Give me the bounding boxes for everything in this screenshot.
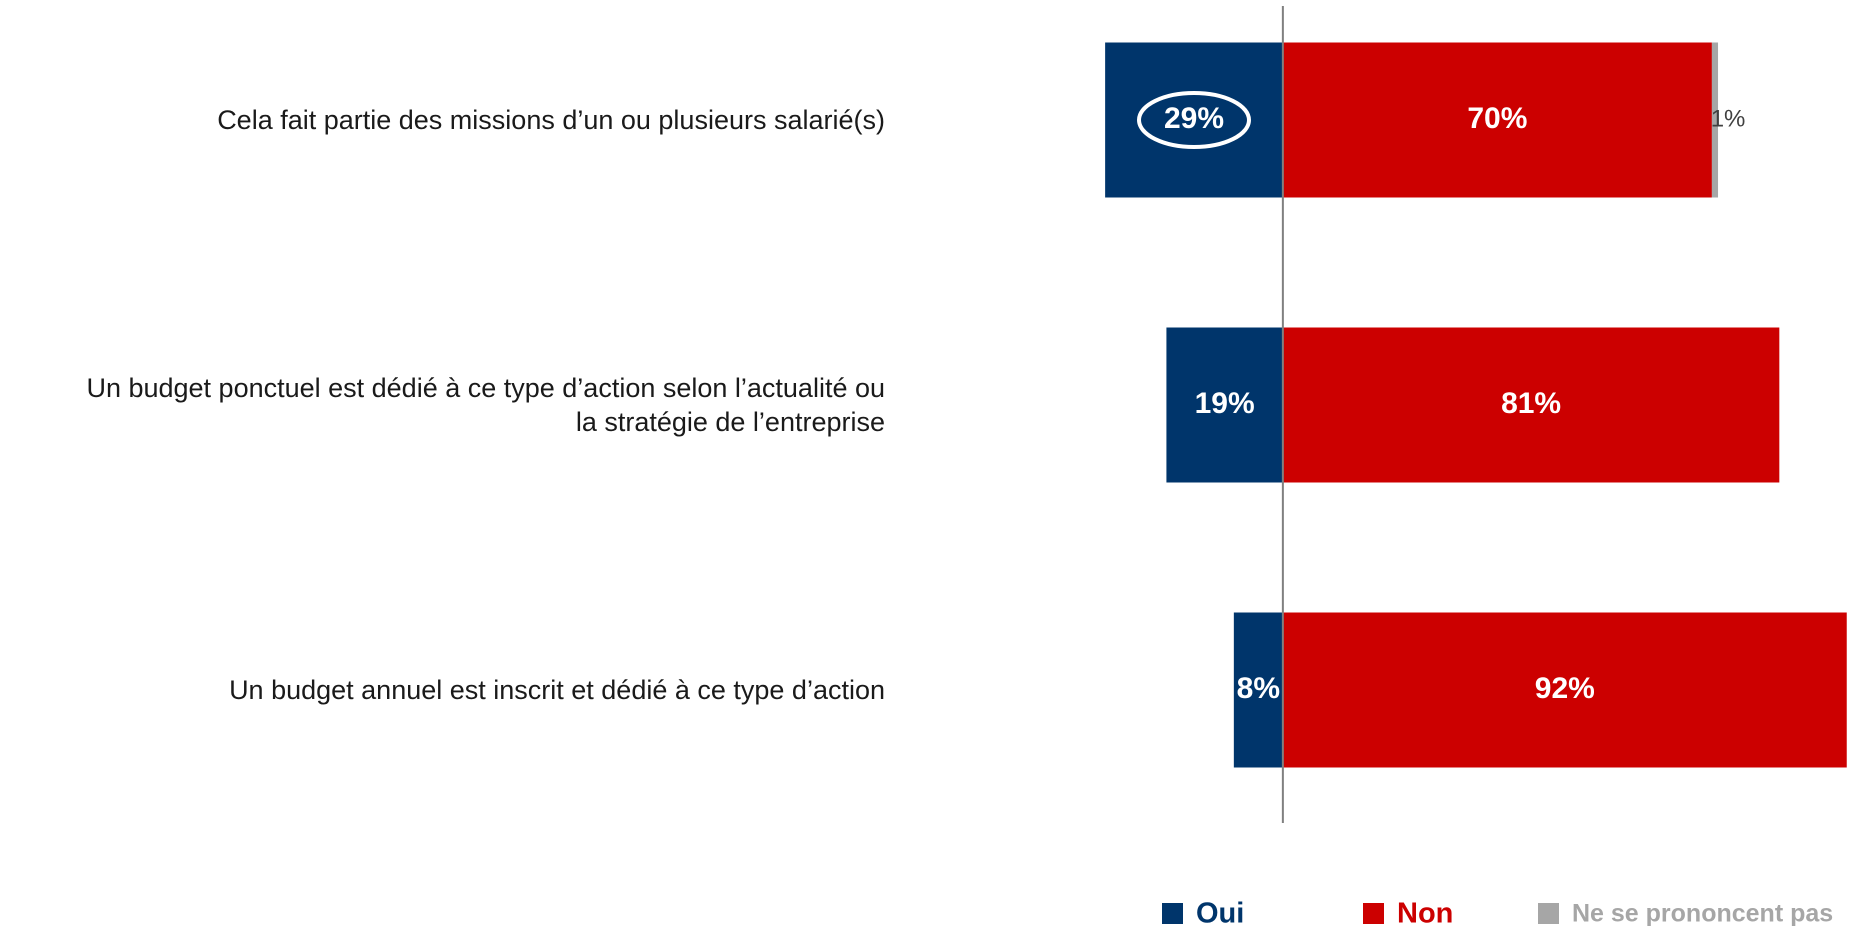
category-label: Cela fait partie des missions d’un ou pl… — [217, 105, 885, 135]
value-label: 29% — [1164, 102, 1224, 135]
category-label: Un budget annuel est inscrit et dédié à … — [229, 675, 885, 705]
bar-segment — [1233, 612, 1283, 768]
category-label: Un budget ponctuel est dédié à ce type d… — [86, 373, 885, 437]
legend-swatch — [1162, 903, 1183, 924]
legend-swatch — [1538, 903, 1559, 924]
value-label: 1% — [1711, 105, 1746, 132]
legend-label: Ne se prononcent pas — [1572, 900, 1833, 926]
bar-segment — [1166, 327, 1283, 483]
value-label: 8% — [1237, 672, 1280, 705]
value-label: 19% — [1195, 387, 1255, 420]
bar-segment — [1105, 42, 1283, 198]
legend-swatch — [1363, 903, 1384, 924]
value-label: 70% — [1467, 102, 1527, 135]
value-label: 81% — [1501, 387, 1561, 420]
bar-segment — [1282, 42, 1712, 198]
bar-segment — [1711, 42, 1719, 198]
value-label: 92% — [1535, 672, 1595, 705]
highlight-circle — [1137, 91, 1251, 149]
legend-label: Non — [1397, 898, 1453, 926]
legend-label: Oui — [1196, 898, 1244, 926]
bar-segment — [1282, 327, 1780, 483]
bar-segment — [1282, 612, 1847, 768]
